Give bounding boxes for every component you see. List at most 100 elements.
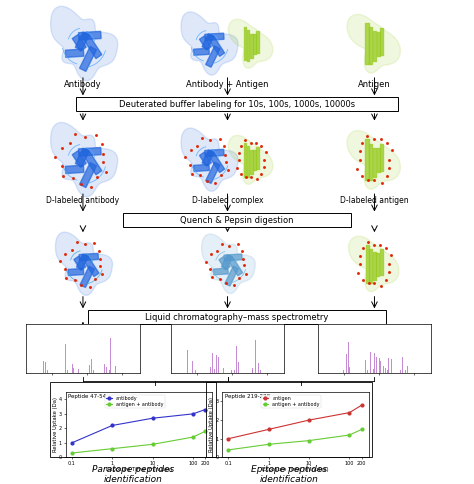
Bar — [349, 367, 350, 373]
Text: D-labeled antibody: D-labeled antibody — [46, 196, 119, 205]
Polygon shape — [200, 36, 211, 50]
Text: D-labeled complex: D-labeled complex — [192, 196, 263, 205]
Bar — [104, 364, 105, 373]
Text: D-labeled antigen: D-labeled antigen — [340, 196, 409, 205]
Polygon shape — [80, 46, 96, 72]
antigen + antibody — [359, 426, 365, 432]
Bar — [387, 370, 388, 373]
Bar — [187, 350, 188, 373]
Bar — [78, 369, 79, 373]
Polygon shape — [51, 122, 118, 197]
Text: Liquid chromatography–mass spectrometry: Liquid chromatography–mass spectrometry — [146, 313, 328, 321]
Bar — [192, 361, 193, 373]
Polygon shape — [225, 266, 238, 286]
Bar — [248, 366, 249, 373]
Bar — [110, 338, 111, 373]
antigen + antibody — [202, 428, 208, 434]
Bar — [223, 368, 224, 373]
Legend: antibody, antigen + antibody: antibody, antigen + antibody — [105, 394, 165, 408]
antigen — [306, 417, 312, 423]
Polygon shape — [65, 165, 84, 174]
Polygon shape — [82, 254, 99, 276]
Polygon shape — [72, 34, 86, 51]
FancyBboxPatch shape — [88, 310, 386, 324]
Bar — [255, 340, 256, 373]
Polygon shape — [228, 136, 273, 184]
Bar — [252, 370, 253, 373]
Bar — [405, 370, 406, 373]
Line: antigen + antibody: antigen + antibody — [71, 430, 207, 454]
Bar — [195, 370, 196, 373]
Bar — [43, 361, 44, 373]
Polygon shape — [347, 131, 401, 189]
Polygon shape — [75, 148, 89, 166]
Text: Peptide 47-54: Peptide 47-54 — [68, 394, 107, 399]
Text: Quench & Pepsin digestion: Quench & Pepsin digestion — [180, 216, 294, 225]
Y-axis label: Relative Uptake (Da): Relative Uptake (Da) — [53, 397, 57, 452]
Bar — [73, 368, 74, 373]
Polygon shape — [206, 46, 220, 67]
Bar — [67, 370, 68, 373]
Polygon shape — [224, 254, 242, 261]
antigen — [266, 426, 272, 432]
Text: Antigen: Antigen — [358, 80, 391, 89]
Polygon shape — [202, 150, 214, 166]
Polygon shape — [205, 149, 224, 157]
Polygon shape — [79, 253, 99, 261]
Text: Deuterated buffer labeling for 10s, 100s, 1000s, 10000s: Deuterated buffer labeling for 10s, 100s… — [119, 100, 355, 108]
Bar — [383, 366, 384, 373]
antibody — [69, 440, 74, 446]
Polygon shape — [79, 31, 101, 40]
antigen — [225, 436, 231, 441]
Text: Antibody + Antigen: Antibody + Antigen — [186, 80, 269, 89]
Polygon shape — [68, 269, 84, 275]
antigen + antibody — [69, 450, 74, 456]
Bar — [218, 357, 219, 373]
Polygon shape — [80, 266, 94, 287]
Polygon shape — [228, 19, 273, 68]
Bar — [231, 370, 232, 373]
Bar — [45, 362, 46, 373]
Line: antibody: antibody — [71, 408, 207, 444]
Bar — [391, 359, 392, 373]
Text: Peptide 219-228: Peptide 219-228 — [225, 394, 270, 399]
Text: Antibody: Antibody — [64, 80, 102, 89]
Bar — [234, 370, 235, 373]
Bar — [190, 347, 191, 373]
antigen — [359, 402, 365, 408]
Bar — [260, 370, 261, 373]
antigen + antibody — [190, 434, 196, 440]
Bar — [252, 368, 253, 373]
Polygon shape — [51, 6, 118, 81]
Bar — [365, 360, 366, 373]
Bar — [115, 365, 116, 373]
Y-axis label: Relative Uptake (Da): Relative Uptake (Da) — [209, 397, 214, 452]
Bar — [91, 359, 92, 373]
Polygon shape — [202, 34, 214, 49]
Bar — [402, 358, 403, 373]
Bar — [373, 369, 374, 373]
Legend: antigen, antigen + antibody: antigen, antigen + antibody — [261, 394, 321, 408]
Polygon shape — [207, 34, 225, 56]
Text: Epitope peptides
identification: Epitope peptides identification — [251, 465, 327, 484]
Polygon shape — [181, 12, 238, 75]
antibody — [109, 423, 115, 428]
antibody — [150, 415, 155, 421]
Polygon shape — [75, 32, 89, 50]
Polygon shape — [219, 257, 230, 270]
FancyBboxPatch shape — [123, 213, 351, 227]
Polygon shape — [207, 150, 225, 172]
Bar — [407, 366, 408, 373]
Polygon shape — [65, 49, 84, 58]
FancyBboxPatch shape — [76, 97, 398, 111]
X-axis label: Exposure Time (minutes): Exposure Time (minutes) — [106, 467, 172, 472]
Polygon shape — [206, 162, 220, 183]
Polygon shape — [226, 255, 243, 276]
Bar — [93, 370, 94, 373]
Bar — [53, 370, 54, 373]
Bar — [374, 353, 375, 373]
X-axis label: Exposure Time (minutes): Exposure Time (minutes) — [262, 467, 328, 472]
Bar — [197, 362, 198, 373]
Bar — [65, 344, 66, 373]
Bar — [370, 352, 371, 373]
